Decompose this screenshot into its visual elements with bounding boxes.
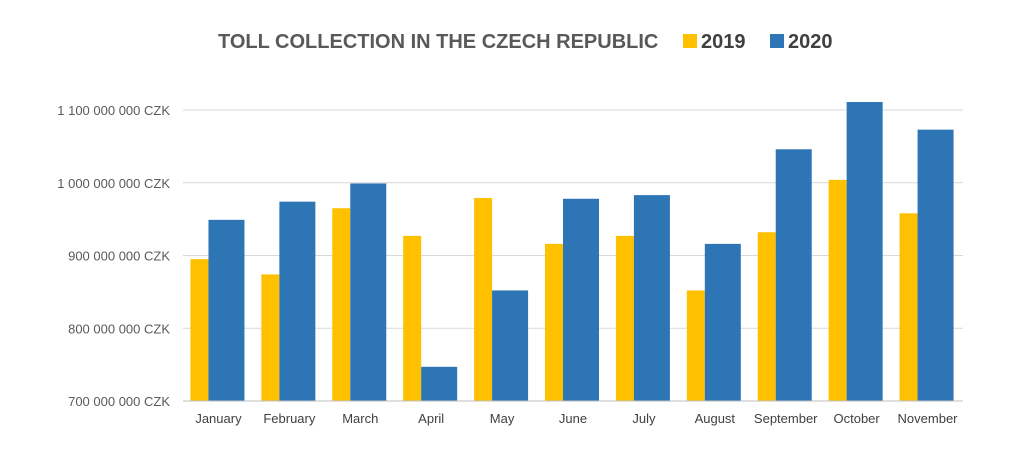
y-tick-label: 700 000 000 CZK: [68, 394, 170, 409]
bar-2020-june: [563, 198, 599, 401]
x-tick-label: October: [834, 411, 881, 426]
y-tick-label: 1 000 000 000 CZK: [57, 176, 170, 191]
bar-2019-february: [261, 274, 280, 401]
bar-2019-october: [828, 179, 847, 401]
x-tick-label: November: [898, 411, 959, 426]
x-tick-label: August: [695, 411, 736, 426]
chart-title: TOLL COLLECTION IN THE CZECH REPUBLIC: [218, 31, 658, 53]
bar-2019-september: [757, 232, 776, 401]
x-tick-label: May: [490, 411, 515, 426]
bar-2020-may: [492, 290, 529, 401]
x-axis-labels: January February March April May June July Augu…: [195, 411, 958, 426]
y-axis-labels: 700 000 000 CZK 800 000 000 CZK 900 000 00…: [57, 103, 170, 409]
legend-label-2020: 2020: [788, 31, 833, 53]
bar-2019-april: [403, 235, 422, 401]
bar-2019-march: [332, 208, 351, 401]
bar-2019-january: [190, 259, 209, 401]
legend-swatch-2020: [770, 34, 784, 48]
x-tick-label: September: [754, 411, 818, 426]
x-tick-label: January: [195, 411, 242, 426]
legend-label-2019: 2019: [701, 31, 746, 53]
bar-2020-january: [208, 219, 245, 401]
y-tick-label: 1 100 000 000 CZK: [57, 103, 170, 118]
bar-2020-november: [917, 129, 954, 401]
bar-2020-july: [633, 195, 670, 401]
bar-2019-june: [545, 243, 563, 401]
bars: [190, 101, 954, 401]
x-tick-label: April: [418, 411, 444, 426]
bar-2020-february: [279, 201, 316, 401]
legend: 2019 2020: [683, 31, 833, 53]
bar-2019-november: [899, 213, 918, 401]
bar-2019-may: [474, 198, 493, 401]
bar-2019-august: [686, 290, 705, 401]
y-tick-label: 900 000 000 CZK: [68, 249, 170, 264]
bar-2020-april: [421, 366, 458, 401]
legend-swatch-2019: [683, 34, 697, 48]
bar-2020-september: [775, 149, 812, 401]
x-tick-label: July: [632, 411, 656, 426]
x-tick-label: June: [559, 411, 587, 426]
bar-2019-july: [615, 235, 634, 401]
bar-2020-march: [350, 183, 387, 401]
x-tick-label: March: [342, 411, 378, 426]
bar-2020-august: [704, 243, 741, 401]
x-tick-label: February: [263, 411, 316, 426]
bar-2020-october: [846, 101, 883, 401]
y-tick-label: 800 000 000 CZK: [68, 321, 170, 336]
